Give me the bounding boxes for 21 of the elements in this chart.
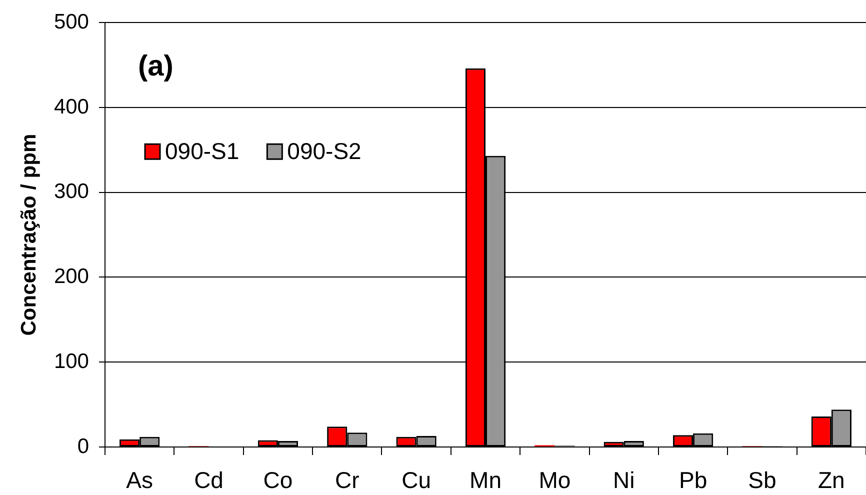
- x-tick-label: Cr: [334, 467, 360, 494]
- legend-label: 090-S1: [165, 138, 240, 164]
- x-tick-label: Co: [263, 467, 293, 494]
- y-axis-title: Concentração / ppm: [17, 134, 40, 336]
- y-tick-label: 300: [54, 180, 89, 204]
- y-tick-label: 400: [54, 95, 89, 118]
- y-tick-label: 500: [54, 10, 89, 34]
- annotation: (a): [138, 50, 174, 83]
- x-tick-label: Sb: [748, 467, 776, 494]
- y-tick-label: 200: [54, 265, 89, 288]
- y-tick-label: 100: [54, 350, 89, 373]
- x-tick-label: Cd: [194, 467, 224, 494]
- x-tick-label: Ni: [612, 467, 635, 494]
- x-tick-label: As: [126, 467, 154, 494]
- x-tick-label: Pb: [678, 467, 708, 494]
- y-tick-label: 0: [77, 434, 89, 458]
- x-tick-label: Zn: [818, 467, 845, 494]
- x-tick-label: Mo: [538, 467, 571, 494]
- x-tick-label: Cu: [402, 467, 432, 494]
- x-tick-label: Mn: [470, 467, 502, 494]
- legend-label: 090-S2: [287, 138, 362, 164]
